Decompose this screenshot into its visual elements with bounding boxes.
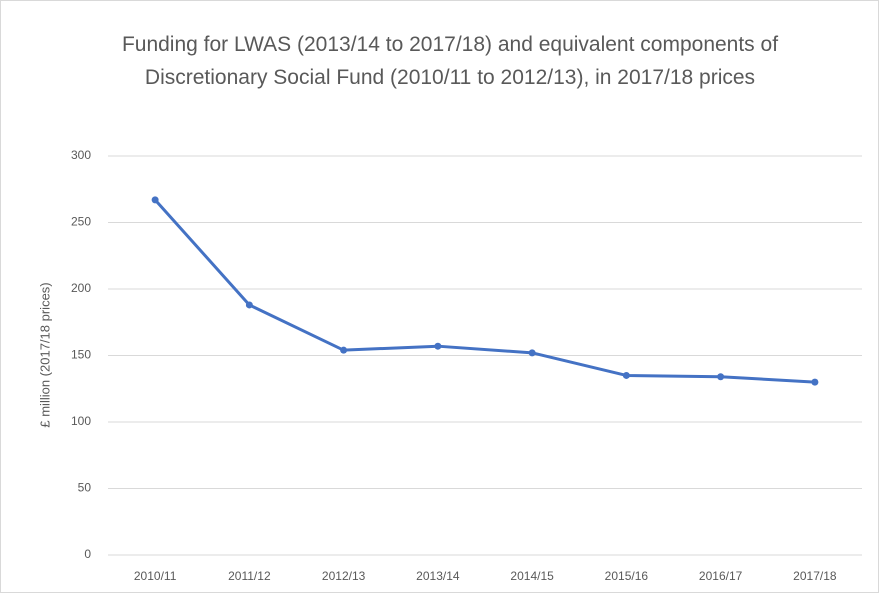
y-tick-label: 150	[71, 348, 91, 362]
data-line	[154, 198, 815, 384]
chart-title: Funding for LWAS (2013/14 to 2017/18) an…	[121, 33, 779, 89]
x-tick-label: 2014/15	[510, 569, 554, 583]
x-tick-label: 2011/12	[228, 569, 271, 583]
x-tick-label: 2016/17	[699, 569, 743, 583]
x-tick-label: 2015/16	[605, 569, 649, 583]
y-tick-label: 200	[71, 281, 91, 295]
data-point	[434, 342, 442, 350]
x-tick-label: 2012/13	[322, 569, 366, 583]
y-tick-label: 100	[71, 414, 91, 428]
data-point	[528, 349, 536, 357]
y-axis-label: £ million (2017/18 prices)	[37, 282, 52, 427]
x-tick-label: 2013/14	[416, 569, 460, 583]
data-point	[717, 373, 725, 381]
data-point	[340, 346, 348, 354]
data-point	[622, 371, 630, 379]
y-tick-label: 0	[84, 547, 91, 561]
data-point	[245, 301, 253, 309]
y-tick-label: 250	[71, 215, 91, 229]
data-point	[811, 378, 819, 386]
x-tick-label: 2010/11	[134, 569, 177, 583]
x-tick-label: 2017/18	[793, 569, 837, 583]
y-tick-label: 300	[71, 148, 91, 162]
y-tick-label: 50	[78, 481, 92, 495]
data-point	[151, 196, 159, 204]
